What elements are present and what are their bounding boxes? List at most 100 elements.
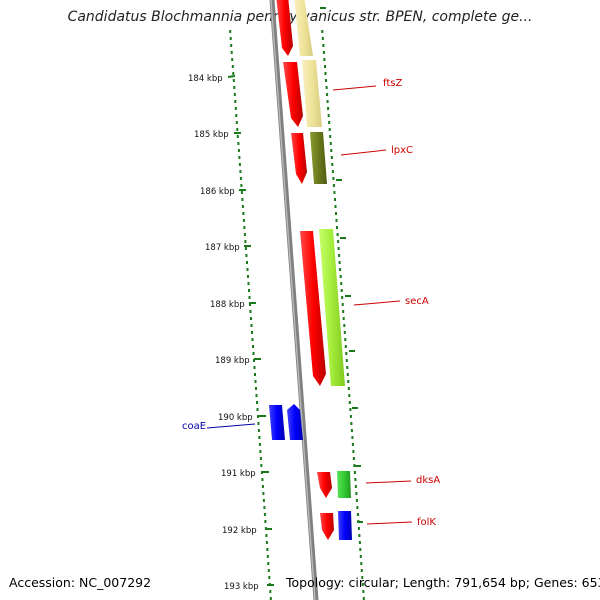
inner-guide-dot (265, 534, 268, 537)
tick-192: 192 kbp (222, 526, 272, 536)
outer-guide-dot (361, 576, 364, 579)
inner-guide-dot (243, 233, 246, 236)
tick-185: 185 kbp (194, 130, 241, 140)
inner-guide-dot (232, 72, 235, 75)
inner-guide-dot (258, 436, 261, 439)
outer-guide-dot (356, 513, 359, 516)
tick-label: 190 kbp (218, 413, 253, 423)
inner-guide-dot (250, 317, 252, 320)
outer-guide-dot (348, 401, 351, 404)
outer-guide-dot (332, 184, 335, 187)
tick-193: 193 kbp (224, 582, 274, 592)
inner-guide-dot (239, 170, 242, 173)
outer-guide-dot (337, 240, 340, 243)
inner-guide-dot (248, 289, 250, 292)
inner-guide-dot (233, 86, 236, 89)
tick-184: 184 kbp (188, 74, 236, 84)
outer-guide-dot (321, 37, 324, 40)
inner-guide-dot (254, 373, 256, 376)
gene-coaE[interactable] (269, 404, 303, 440)
outer-guide-dot (347, 387, 350, 390)
inner-guide-dot (244, 240, 247, 243)
inner-guide-dot (242, 212, 245, 215)
outer-guide-dot (329, 142, 332, 145)
inner-guide-dot (263, 506, 266, 509)
tick-label: 186 kbp (200, 187, 235, 197)
tick-187: 187 kbp (205, 243, 251, 253)
accession-text: Accession: NC_007292 (9, 575, 152, 590)
gene-lpxC[interactable] (291, 132, 327, 184)
outer-guide-dot (328, 128, 331, 131)
gene-secA[interactable] (300, 229, 345, 386)
inner-guide-dot (230, 44, 233, 47)
outer-guide-dot (337, 247, 340, 250)
inner-guide-dot (257, 415, 259, 418)
tick-188: 188 kbp (210, 300, 256, 310)
outer-guide-dot (331, 163, 334, 166)
outer-guide-dot (346, 373, 349, 376)
outer-guide-dot (325, 86, 328, 89)
gene-label-secA[interactable]: secA (405, 296, 429, 307)
outer-guide-dot (355, 492, 358, 495)
outer-guide-dot (351, 443, 354, 446)
outer-guide-dot (331, 170, 334, 173)
gene-dksA[interactable] (317, 471, 351, 498)
inner-guide-dot (239, 177, 242, 180)
inner-guide-dot (244, 247, 247, 250)
outer-guide-dot (324, 72, 327, 75)
inner-guide-dot (253, 359, 255, 362)
inner-guide-dot (259, 450, 262, 453)
outer-guide-dot (322, 44, 325, 47)
gene-label-ftsZ[interactable]: ftsZ (383, 78, 402, 89)
outer-guide-dot (361, 583, 364, 586)
tick-label: 189 kbp (215, 356, 250, 366)
inner-guide-dot (230, 51, 233, 54)
inner-guide-dot (238, 163, 241, 166)
tick-label: 187 kbp (205, 243, 240, 253)
inner-guide-dot (269, 590, 272, 593)
inner-guide-dot (246, 261, 248, 264)
inner-guide-dot (241, 198, 244, 201)
inner-guide-dot (247, 282, 250, 285)
inner-guide-dot (231, 58, 234, 61)
outer-guide-dot (335, 212, 337, 215)
gene-top-partial[interactable] (276, 0, 313, 56)
gene-label-dksA[interactable]: dksA (416, 475, 440, 486)
tick-190: 190 kbp (218, 413, 266, 423)
gene-folK[interactable] (320, 511, 352, 540)
outer-guide-dot (339, 275, 342, 278)
inner-guide-dot (235, 121, 238, 124)
inner-guide-dot (254, 380, 257, 383)
inner-guide-dot (229, 30, 232, 33)
gene-labels: ftsZ lpxC secA coaE dksA folK (182, 78, 440, 528)
inner-guide-dot (251, 331, 253, 334)
outer-guide-dot (325, 79, 327, 82)
gene-label-coaE[interactable]: coaE (182, 421, 206, 432)
outer-guide-dot (322, 51, 325, 54)
outer-guide-dot (327, 107, 330, 110)
inner-guide-dot (257, 422, 260, 425)
outer-tick-marks (320, 7, 363, 523)
outer-guide-dot (362, 597, 365, 600)
inner-guide-dot (266, 548, 269, 551)
gene-label-lpxC[interactable]: lpxC (391, 145, 413, 156)
track-guides (229, 30, 365, 600)
outer-guide-dot (358, 534, 361, 537)
gene-label-folK[interactable]: folK (417, 517, 436, 528)
inner-guide-dot (262, 492, 265, 495)
tick-186: 186 kbp (200, 187, 246, 197)
inner-guide-dot (237, 149, 240, 152)
gene-ftsZ[interactable] (283, 60, 322, 127)
outer-guide-dot (336, 226, 338, 229)
outer-guide-dot (336, 233, 339, 236)
outer-guide-dot (346, 366, 349, 369)
tick-label: 191 kbp (221, 469, 256, 479)
outer-guide-dot (332, 177, 335, 180)
inner-guide-dot (234, 100, 237, 103)
inner-guide-dot (261, 485, 264, 488)
outer-guide-dot (344, 338, 347, 341)
inner-guide-dot (233, 93, 236, 96)
outer-guide-dot (360, 562, 363, 565)
outer-guide-dot (328, 121, 331, 124)
